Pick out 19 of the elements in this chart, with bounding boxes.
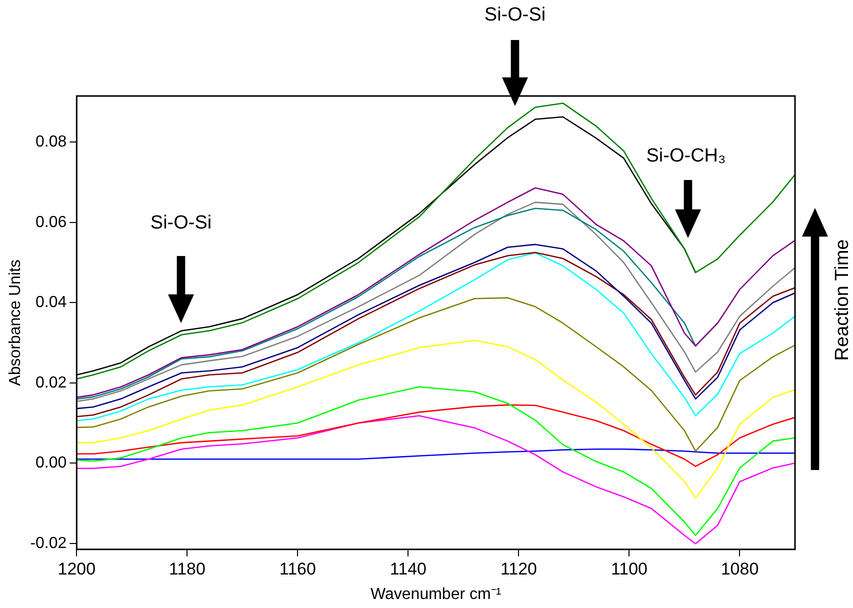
y-tick-label: 0.06 xyxy=(36,214,67,231)
x-tick-label: 1160 xyxy=(279,559,316,578)
y-tick-label: 0.02 xyxy=(36,374,67,392)
x-tick-label: 1120 xyxy=(500,559,537,578)
y-axis-title: Absorbance Units xyxy=(7,260,24,386)
x-tick-label: 1080 xyxy=(720,559,759,578)
y-tick-label: 0.08 xyxy=(36,134,67,151)
x-tick-label: 1140 xyxy=(390,559,426,578)
annotation: Si-O-CH₃ xyxy=(646,146,726,167)
x-tick-label: 1180 xyxy=(168,559,206,578)
x-axis-title: Wavenumber cm⁻¹ xyxy=(370,586,502,603)
annotation: Si-O-Si xyxy=(150,212,212,234)
y-tick-label: 0.04 xyxy=(36,294,67,312)
text: Reaction Time xyxy=(832,239,853,361)
y-tick-label: 0.00 xyxy=(36,454,67,472)
y-tick-label: -0.02 xyxy=(30,534,67,552)
x-tick-label: 1100 xyxy=(610,559,648,578)
x-tick-label: 1200 xyxy=(58,559,96,578)
text: Si-O-Si xyxy=(484,4,546,26)
